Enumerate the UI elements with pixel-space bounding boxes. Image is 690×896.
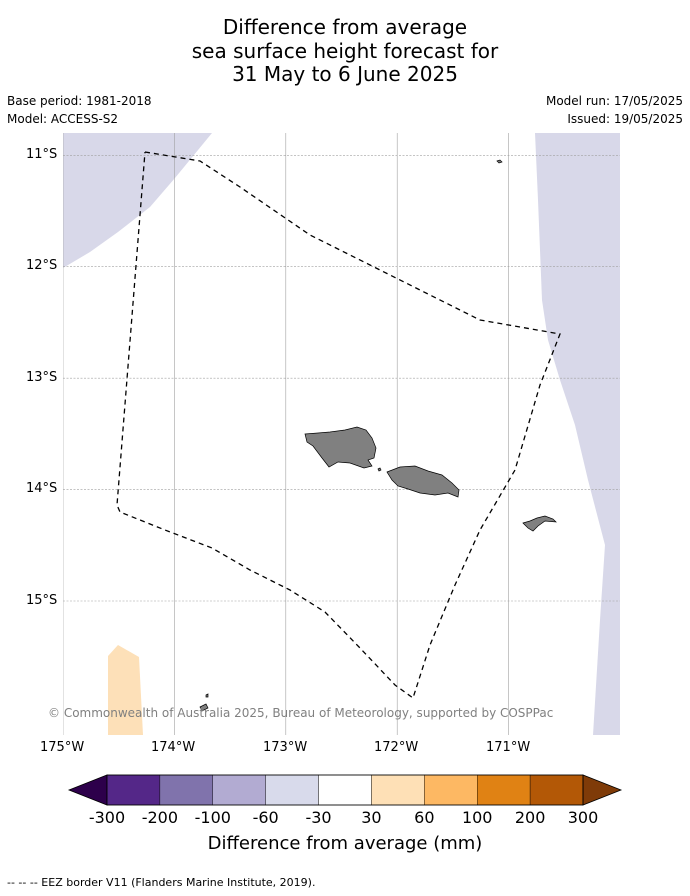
colorbar-bin bbox=[106, 774, 161, 806]
colorbar-tick-label: -200 bbox=[141, 808, 179, 827]
lon-tick-175w: 175°W bbox=[40, 740, 85, 755]
model-name: Model: ACCESS-S2 bbox=[7, 112, 119, 126]
colorbar-bin bbox=[529, 774, 584, 806]
lon-tick-171w: 171°W bbox=[486, 740, 531, 755]
islet-southwest bbox=[199, 703, 209, 712]
title-line-2: sea surface height forecast for bbox=[191, 39, 499, 63]
lat-tick-14s: 14°S bbox=[26, 481, 58, 496]
anomaly-region-southwest bbox=[108, 645, 143, 735]
colorbar-bin bbox=[318, 774, 372, 806]
lon-tick-172w: 172°W bbox=[374, 740, 419, 755]
eez-border bbox=[116, 151, 561, 700]
title-line-3: 31 May to 6 June 2025 bbox=[232, 62, 458, 86]
model-run: Model run: 17/05/2025 bbox=[545, 94, 683, 108]
colorbar-bin bbox=[212, 774, 266, 806]
islet-north bbox=[496, 159, 503, 164]
islet-southwest-2 bbox=[205, 693, 209, 698]
colorbar-bin bbox=[424, 774, 478, 806]
base-period: Base period: 1981-2018 bbox=[7, 94, 152, 108]
colorbar-outline bbox=[106, 774, 584, 806]
islet-apolima bbox=[377, 467, 382, 472]
anomaly-region-northwest bbox=[63, 133, 212, 268]
lat-tick-13s: 13°S bbox=[26, 370, 58, 385]
colorbar-bin bbox=[477, 774, 531, 806]
colorbar-tick-label: 60 bbox=[414, 808, 435, 827]
land-masses bbox=[199, 159, 557, 712]
eez-footnote: -- -- -- EEZ border V11 (Flanders Marine… bbox=[7, 876, 316, 889]
colorbar-title: Difference from average (mm) bbox=[207, 833, 483, 854]
colorbar-tick-label: 30 bbox=[361, 808, 382, 827]
island-tutuila bbox=[522, 515, 557, 532]
lon-tick-173w: 173°W bbox=[263, 740, 308, 755]
lat-tick-12s: 12°S bbox=[26, 258, 58, 273]
colorbar-bin bbox=[371, 774, 425, 806]
colorbar-tick-label: 100 bbox=[461, 808, 493, 827]
colorbar-tick-label: -100 bbox=[194, 808, 231, 827]
anomaly-region-east bbox=[535, 133, 620, 735]
title-line-1: Difference from average bbox=[222, 15, 468, 39]
island-upolu bbox=[386, 465, 460, 498]
colorbar-tick-label: -300 bbox=[88, 808, 126, 827]
colorbar bbox=[67, 774, 623, 806]
colorbar-extend-low bbox=[67, 774, 108, 806]
colorbar-bin bbox=[265, 774, 319, 806]
colorbar-extend-high bbox=[582, 774, 623, 806]
colorbar-tick-label: -30 bbox=[305, 808, 332, 827]
map-panel bbox=[63, 133, 620, 735]
gridlines bbox=[63, 133, 620, 735]
lat-tick-11s: 11°S bbox=[26, 147, 58, 162]
island-savaii bbox=[304, 426, 377, 469]
colorbar-tick-label: -60 bbox=[252, 808, 279, 827]
lat-tick-15s: 15°S bbox=[26, 593, 58, 608]
issued-date: Issued: 19/05/2025 bbox=[567, 112, 683, 126]
copyright-notice: © Commonwealth of Australia 2025, Bureau… bbox=[48, 706, 554, 720]
colorbar-tick-label: 300 bbox=[567, 808, 599, 827]
colorbar-bin bbox=[159, 774, 213, 806]
lon-tick-174w: 174°W bbox=[151, 740, 196, 755]
colorbar-tick-label: 200 bbox=[514, 808, 546, 827]
